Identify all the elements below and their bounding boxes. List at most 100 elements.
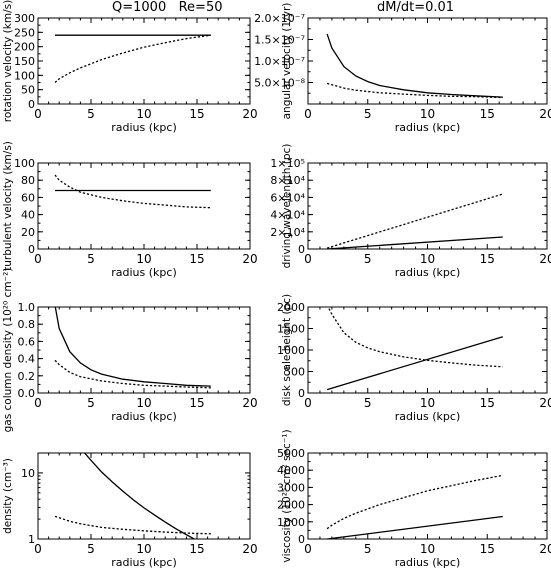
- y-tick-label: 100: [14, 69, 35, 82]
- y-tick-label: 1×10⁵: [270, 157, 305, 170]
- y-tick-label: 0.2: [18, 370, 36, 383]
- x-tick-label: 10: [420, 107, 435, 121]
- y-axis-label: gas column density (10²⁰ cm⁻²): [2, 268, 14, 433]
- x-tick-label: 15: [480, 396, 495, 410]
- x-tick-label: 5: [87, 542, 95, 556]
- y-tick-label: 1000: [277, 344, 305, 357]
- panel-viscosity: 0 5 10 15 20 0 1000 2000 3000 4000 5000 radius (kpc…: [277, 429, 551, 569]
- plot-frame: [307, 17, 548, 105]
- x-tick-label: 5: [87, 396, 95, 410]
- series-line-dotted: [54, 359, 211, 389]
- y-tick-label: 40: [21, 209, 35, 222]
- plot-frame: [37, 452, 251, 540]
- y-tick-label: 1000: [277, 516, 305, 529]
- y-tick-label: 0.4: [18, 353, 36, 366]
- y-tick-label: 0.8: [18, 318, 36, 331]
- y-tick-label: 20: [21, 226, 35, 239]
- x-tick-label: 10: [136, 396, 151, 410]
- series-line-solid: [54, 307, 211, 387]
- series-line-solid: [326, 33, 503, 98]
- x-tick-label: 5: [364, 396, 372, 410]
- x-tick-label: 0: [304, 107, 312, 121]
- panel-disk-scale-height: 0 5 10 15 20 0 500 1000 1500 2000 radius (kpc) disk…: [277, 294, 551, 423]
- x-axis-label: radius (kpc): [111, 266, 176, 279]
- series-line-dotted: [327, 307, 503, 368]
- x-tick-label: 5: [87, 252, 95, 266]
- y-tick-label: 1500: [277, 323, 305, 336]
- series-line-dotted: [326, 474, 503, 530]
- y-tick-label: 4000: [277, 464, 305, 477]
- series-line-dotted: [326, 193, 503, 249]
- y-tick-label: 2.0×10⁻⁷: [254, 12, 305, 25]
- title-left: Q=1000 Re=50: [112, 0, 223, 15]
- y-tick-label: 5000: [277, 447, 305, 460]
- x-tick-label: 10: [420, 252, 435, 266]
- x-tick-label: 15: [480, 107, 495, 121]
- y-tick-label: 300: [14, 12, 35, 25]
- panel-gas-column-density: 0 5 10 15 20 0.0 0.2 0.4 0.6 0.8 1.0 radius (kpc) ga…: [2, 268, 258, 433]
- y-tick-label: 200: [14, 41, 35, 54]
- x-axis-label: radius (kpc): [111, 556, 176, 569]
- y-axis-label: rotation velocity (km/s): [2, 0, 14, 122]
- x-tick-label: 10: [136, 542, 151, 556]
- x-axis-label: radius (kpc): [395, 556, 460, 569]
- y-tick-label: 60: [21, 191, 35, 204]
- y-tick-label: 4×10⁴: [270, 209, 305, 222]
- panel-angular-velocity: 0 5 10 15 20 5.0×10⁻⁸ 1.0×10⁻⁷ 1.5×10⁻⁷ 2.0×10⁻⁷…: [254, 3, 551, 134]
- series-line-solid: [326, 336, 503, 391]
- x-axis-label: radius (kpc): [395, 266, 460, 279]
- x-tick-label: 15: [480, 252, 495, 266]
- x-tick-label: 20: [539, 396, 551, 410]
- series-line-dotted: [54, 34, 211, 83]
- x-axis-label: radius (kpc): [395, 121, 460, 134]
- x-tick-label: 5: [87, 107, 95, 121]
- y-tick-label: 250: [14, 26, 35, 39]
- y-tick-label: 50: [21, 84, 35, 97]
- x-tick-label: 20: [242, 542, 257, 556]
- y-tick-label: 1.0: [18, 301, 36, 314]
- series-line-solid: [84, 453, 196, 539]
- y-tick-label: 0.0: [18, 387, 36, 400]
- y-axis-label: turbulent velocity (km/s): [2, 141, 14, 271]
- y-tick-label: 0: [28, 243, 35, 256]
- series-line-dotted: [54, 515, 211, 535]
- x-tick-label: 5: [364, 542, 372, 556]
- x-tick-label: 20: [242, 107, 257, 121]
- y-tick-label: 6×10⁴: [270, 191, 305, 204]
- x-tick-label: 20: [539, 542, 551, 556]
- plot-frame: [307, 306, 548, 394]
- y-tick-label: 0: [28, 98, 35, 111]
- y-tick-label: 1.5×10⁻⁷: [254, 34, 305, 47]
- y-tick-label: 8×10⁴: [270, 174, 305, 187]
- y-tick-label: 100: [14, 157, 35, 170]
- panel-turbulent-velocity: 0 5 10 15 20 0 20 40 60 80 100 radius (kpc) turbulen…: [2, 141, 258, 279]
- y-tick-label: 0: [298, 387, 305, 400]
- y-tick-label: 150: [14, 55, 35, 68]
- x-tick-label: 15: [189, 252, 204, 266]
- x-tick-label: 20: [242, 396, 257, 410]
- x-tick-label: 20: [539, 252, 551, 266]
- plot-frame: [37, 162, 251, 250]
- x-tick-label: 5: [364, 252, 372, 266]
- y-axis-label: viscosity (10²⁵ cm² sec⁻¹): [281, 429, 293, 562]
- x-tick-label: 5: [364, 107, 372, 121]
- y-axis-label: density (cm⁻³): [2, 458, 14, 534]
- x-tick-label: 0: [34, 107, 42, 121]
- series-line-solid: [327, 236, 503, 249]
- y-tick-label: 5.0×10⁻⁸: [254, 77, 306, 90]
- x-tick-label: 15: [189, 396, 204, 410]
- y-tick-label: 1: [28, 533, 35, 546]
- y-tick-label: 1.0×10⁻⁷: [254, 55, 305, 68]
- x-tick-label: 10: [420, 396, 435, 410]
- y-tick-label: 2000: [277, 499, 305, 512]
- y-axis-label: angular velocity (1/yr): [281, 3, 293, 120]
- x-axis-label: radius (kpc): [111, 410, 176, 423]
- x-axis-label: radius (kpc): [395, 410, 460, 423]
- series-line-dotted: [54, 174, 211, 209]
- x-tick-label: 10: [136, 252, 151, 266]
- y-tick-label: 10: [21, 467, 35, 480]
- x-tick-label: 0: [304, 252, 312, 266]
- y-tick-label: 0: [298, 243, 305, 256]
